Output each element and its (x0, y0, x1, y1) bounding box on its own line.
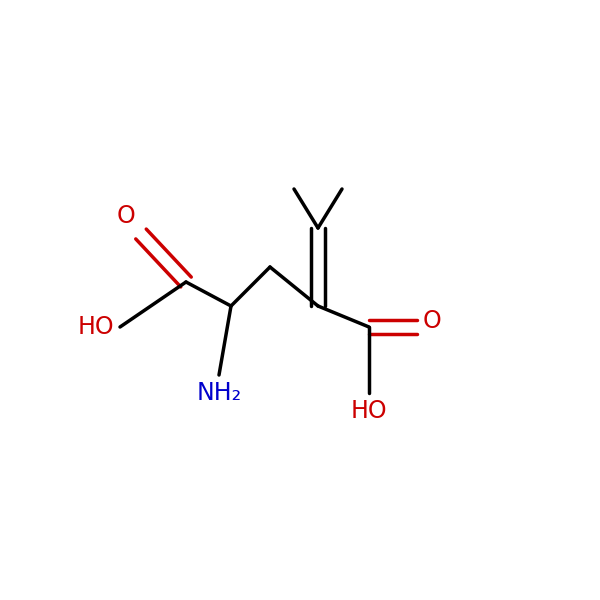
Text: O: O (423, 309, 442, 333)
Text: HO: HO (350, 399, 388, 423)
Text: NH₂: NH₂ (196, 381, 242, 405)
Text: HO: HO (77, 315, 114, 339)
Text: O: O (116, 204, 135, 228)
